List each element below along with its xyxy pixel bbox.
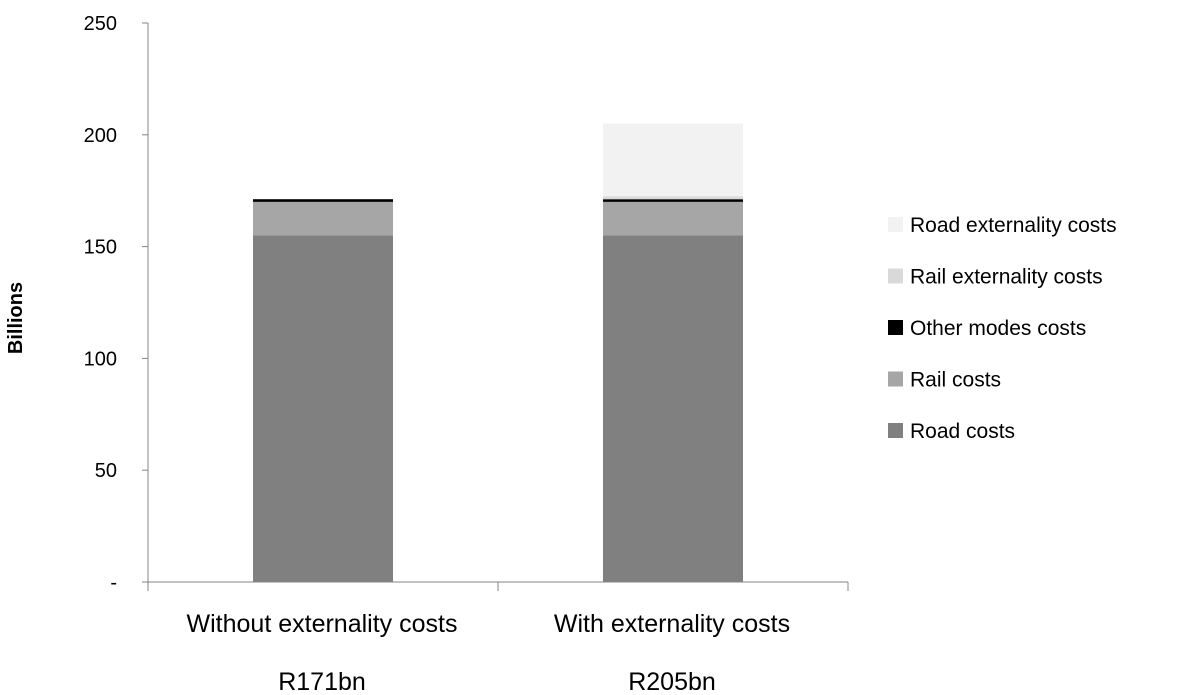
y-tick-label: 150 xyxy=(84,237,117,259)
bar-road-costs-without-externality-costs xyxy=(253,235,393,583)
plot-area xyxy=(253,123,743,583)
legend-label-rail-costs: Rail costs xyxy=(910,369,1001,392)
legend-swatch-rail-externality-costs xyxy=(888,268,903,284)
y-tick-label: 100 xyxy=(84,348,117,370)
legend-swatch-road-externality-costs xyxy=(888,217,903,232)
axes: - 50 100 150 200 250 Without externality costs… xyxy=(5,13,849,695)
legend-swatch-road-costs xyxy=(888,423,903,438)
bar-road-externality-costs-with-externality-costs xyxy=(603,123,743,197)
x-category-label: With externality costs xyxy=(554,610,790,638)
bar-rail-costs-without-externality-costs xyxy=(253,201,393,236)
bar-road-costs-with-externality-costs xyxy=(603,235,743,583)
y-tick-label: 250 xyxy=(84,13,117,35)
bar-rail-costs-with-externality-costs xyxy=(603,201,743,236)
legend-label-rail-externality-costs: Rail externality costs xyxy=(910,266,1103,289)
legend-label-other-modes-costs: Other modes costs xyxy=(910,317,1086,340)
y-tick-label: - xyxy=(110,572,117,594)
bar-other-modes-costs-with-externality-costs xyxy=(603,199,743,202)
x-category-label: Without externality costs xyxy=(187,610,458,638)
bar-rail-externality-costs-with-externality-costs xyxy=(603,196,743,200)
legend-label-road-externality-costs: Road externality costs xyxy=(910,214,1117,237)
x-category-total-label: R171bn xyxy=(278,668,366,695)
legend-swatch-rail-costs xyxy=(888,371,903,387)
legend-swatch-other-modes-costs xyxy=(888,320,903,335)
x-category-total-label: R205bn xyxy=(628,668,716,695)
y-axis-title: Billions xyxy=(5,282,27,354)
bar-other-modes-costs-without-externality-costs xyxy=(253,199,393,202)
legend: Road externality costs Rail externality c… xyxy=(888,214,1117,443)
y-tick-label: 50 xyxy=(95,460,117,482)
legend-label-road-costs: Road costs xyxy=(910,420,1015,443)
y-tick-label: 200 xyxy=(84,125,117,147)
